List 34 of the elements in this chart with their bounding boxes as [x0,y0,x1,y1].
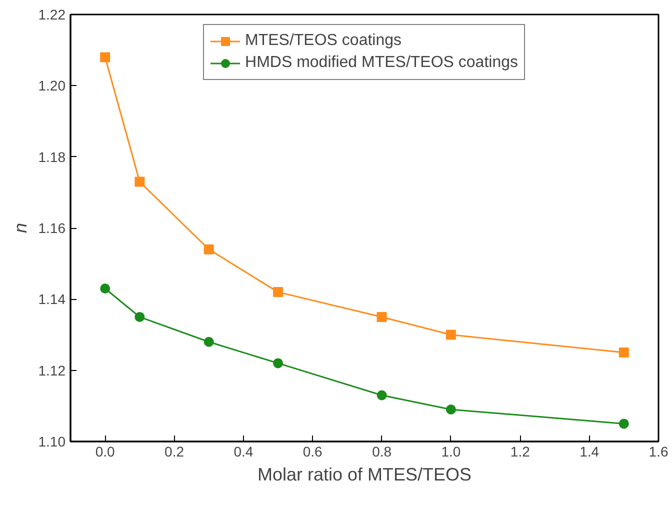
x-tick-label: 1.0 [441,444,461,460]
point [204,244,214,254]
point [376,312,387,322]
y-tick-label: 1.18 [38,148,66,165]
y-tick-label: 1.12 [38,362,66,378]
y-axis-title: n [10,222,30,234]
point [100,284,110,294]
x-tick-label: 1.2 [510,444,530,460]
point [618,348,629,358]
point [618,418,629,429]
y-tick-label: 1.10 [38,434,66,450]
point [134,176,145,187]
legend-label: HMDS modified MTES/TEOS coatings [245,54,518,72]
point [273,358,284,368]
x-tick-label: 1.6 [648,444,668,460]
y-tick-label: 1.22 [38,6,66,22]
y-tick-label: 1.20 [38,78,66,94]
point [100,52,110,62]
point [446,404,456,414]
x-tick-label: 0.6 [302,444,323,460]
point [273,287,284,298]
y-tick-label: 1.14 [38,291,66,308]
x-tick-label: 0.4 [234,444,254,460]
x-tick-label: 0.2 [164,444,184,460]
point [204,336,214,347]
point [446,330,456,340]
point [134,312,145,322]
x-tick-label: 1.4 [580,444,600,460]
legend-label: MTES/TEOS coatings [245,32,402,50]
x-tick-label: 0.0 [95,444,116,460]
y-tick-label: 1.16 [38,220,66,236]
x-tick-label: 0.8 [372,444,392,460]
x-axis-title: Molar ratio of MTES/TEOS [257,464,472,484]
point [376,390,387,400]
